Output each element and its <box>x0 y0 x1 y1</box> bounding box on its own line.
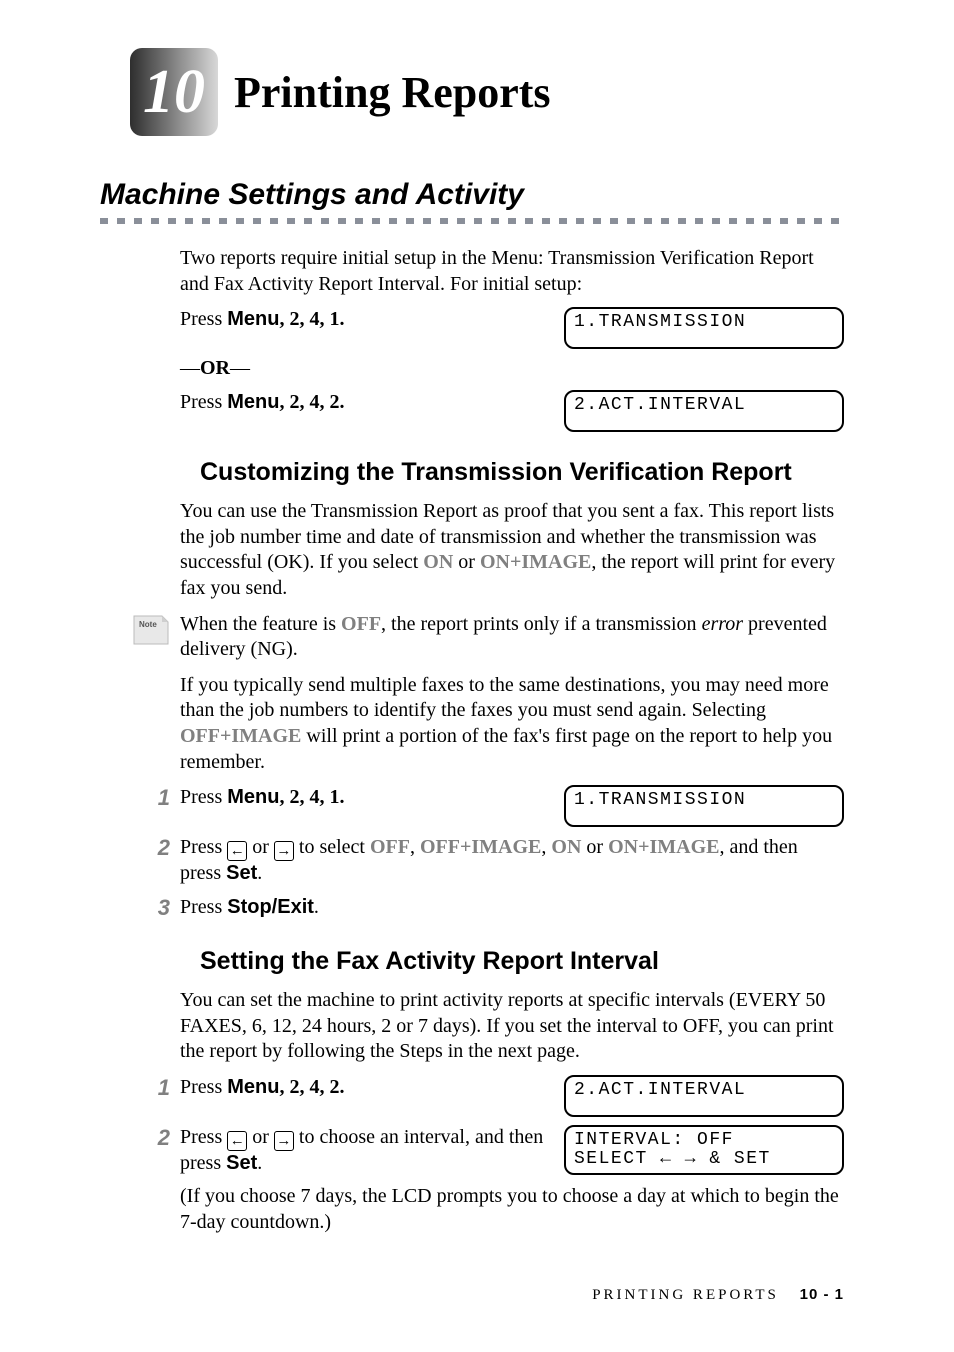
sub1-onimage: ON+IMAGE <box>480 551 591 573</box>
note-icon: Note <box>132 614 170 646</box>
note-error: error <box>702 613 743 635</box>
dash-rule <box>100 218 844 224</box>
sub2-step1: 1 Press Menu, 2, 4, 2. 2.ACT.INTERVAL <box>180 1075 844 1117</box>
sub1-heading: Customizing the Transmission Verificatio… <box>200 458 844 487</box>
press1-menu: Menu <box>227 308 279 330</box>
sub1-p2: If you typically send multiple faxes to … <box>180 673 844 775</box>
right-arrow-key-icon: → <box>274 841 294 861</box>
sub1-step3-body: Press Stop/Exit. <box>180 895 844 921</box>
intro-paragraph: Two reports require initial setup in the… <box>180 246 844 297</box>
s1s2-c2: , <box>541 836 551 858</box>
press2-pre: Press <box>180 391 227 413</box>
page-footer: PRINTING REPORTS 10 - 1 <box>592 1286 844 1304</box>
note-b: , the report prints only if a transmissi… <box>381 613 702 635</box>
press1-pre: Press <box>180 308 227 330</box>
or-line: —OR— <box>180 357 844 380</box>
footer-label: PRINTING REPORTS <box>592 1287 779 1303</box>
lcd-interval-off: INTERVAL: OFF SELECT ← → & SET <box>564 1125 844 1175</box>
s1s3-pre: Press <box>180 896 227 918</box>
sub1-step1: 1 Press Menu, 2, 4, 1. 1.TRANSMISSION <box>180 785 844 827</box>
left-arrow-key-icon-2: ← <box>227 1131 247 1151</box>
right-arrow-key-icon-2: → <box>274 1131 294 1151</box>
chapter-badge: 10 <box>130 48 218 136</box>
s2s1-pre: Press <box>180 1076 227 1098</box>
step-number-2: 2 <box>150 835 180 861</box>
press1-seq: , 2, 4, 1. <box>279 308 344 330</box>
step-number-3: 3 <box>150 895 180 921</box>
press-row-1: Press Menu, 2, 4, 1. 1.TRANSMISSION <box>180 307 844 349</box>
s2s2-postb: . <box>257 1152 262 1174</box>
sub1-steps: 1 Press Menu, 2, 4, 1. 1.TRANSMISSION 2 … <box>180 785 844 921</box>
s2-step-number-1: 1 <box>150 1075 180 1101</box>
sub1-on: ON <box>423 551 453 573</box>
s2s1-menu: Menu <box>227 1076 279 1098</box>
section-heading: Machine Settings and Activity <box>100 178 844 212</box>
s2s2-mid: or <box>247 1126 274 1148</box>
sub1-step2: 2 Press ← or → to select OFF, OFF+IMAGE,… <box>180 835 844 887</box>
chapter-title: Printing Reports <box>234 67 551 118</box>
sub1-p1: You can use the Transmission Report as p… <box>180 499 844 601</box>
s1s2-offimage: OFF+IMAGE <box>420 836 541 858</box>
s1s1-seq: , 2, 4, 1. <box>279 786 344 808</box>
sub2-steps: 1 Press Menu, 2, 4, 2. 2.ACT.INTERVAL 2 … <box>180 1075 844 1177</box>
lcd-act-interval-1: 2.ACT.INTERVAL <box>564 390 844 432</box>
chapter-number: 10 <box>130 48 218 136</box>
s1s2-on: ON <box>551 836 581 858</box>
press2-seq: , 2, 4, 2. <box>279 391 344 413</box>
s1s2-posta: to select <box>294 836 370 858</box>
s2s2-pre: Press <box>180 1126 227 1148</box>
note-off: OFF <box>341 613 381 635</box>
s1s3-post: . <box>314 896 319 918</box>
s1s2-c1: , <box>410 836 420 858</box>
lcd-transmission-1: 1.TRANSMISSION <box>564 307 844 349</box>
s1s1-pre: Press <box>180 786 227 808</box>
press-row-2: Press Menu, 2, 4, 2. 2.ACT.INTERVAL <box>180 390 844 432</box>
note-paragraph: Note When the feature is OFF, the report… <box>180 612 844 663</box>
lcd-act-interval-2: 2.ACT.INTERVAL <box>564 1075 844 1117</box>
s2s1-seq: , 2, 4, 2. <box>279 1076 344 1098</box>
sub2-heading: Setting the Fax Activity Report Interval <box>200 947 844 976</box>
sub1-offimage: OFF+IMAGE <box>180 725 301 747</box>
s2s2-set: Set <box>226 1152 257 1174</box>
sub2-step1-body: Press Menu, 2, 4, 2. <box>180 1075 564 1101</box>
s1s2-onimage: ON+IMAGE <box>608 836 719 858</box>
lcd-transmission-2: 1.TRANSMISSION <box>564 785 844 827</box>
sub1-step1-body: Press Menu, 2, 4, 1. <box>180 785 564 811</box>
press2-menu: Menu <box>227 391 279 413</box>
sub2-step2-body: Press ← or → to choose an interval, and … <box>180 1125 564 1177</box>
s1s3-stopexit: Stop/Exit <box>227 896 314 918</box>
s1s2-mid: or <box>247 836 274 858</box>
sub1-step3: 3 Press Stop/Exit. <box>180 895 844 921</box>
s2-step-number-2: 2 <box>150 1125 180 1151</box>
s1s2-c5: . <box>257 862 262 884</box>
sub1-p2a: If you typically send multiple faxes to … <box>180 674 829 722</box>
sub1-step2-body: Press ← or → to select OFF, OFF+IMAGE, O… <box>180 835 844 887</box>
s1s2-c3: or <box>581 836 608 858</box>
note-a: When the feature is <box>180 613 341 635</box>
footer-page-number: 10 - 1 <box>800 1286 844 1303</box>
left-arrow-key-icon: ← <box>227 841 247 861</box>
sub1-p1b: or <box>453 551 480 573</box>
sub2-tail: (If you choose 7 days, the LCD prompts y… <box>180 1184 844 1235</box>
s1s2-set: Set <box>226 862 257 884</box>
s1s2-off: OFF <box>370 836 410 858</box>
step-number-1: 1 <box>150 785 180 811</box>
s1s2-pre: Press <box>180 836 227 858</box>
svg-text:Note: Note <box>139 620 157 629</box>
sub2-p1: You can set the machine to print activit… <box>180 988 844 1065</box>
chapter-header: 10 Printing Reports <box>130 48 844 136</box>
press-line-2: Press Menu, 2, 4, 2. <box>180 390 564 416</box>
press-line-1: Press Menu, 2, 4, 1. <box>180 307 564 333</box>
or-label: OR <box>200 357 230 379</box>
sub2-step2: 2 Press ← or → to choose an interval, an… <box>180 1125 844 1177</box>
s1s1-menu: Menu <box>227 786 279 808</box>
